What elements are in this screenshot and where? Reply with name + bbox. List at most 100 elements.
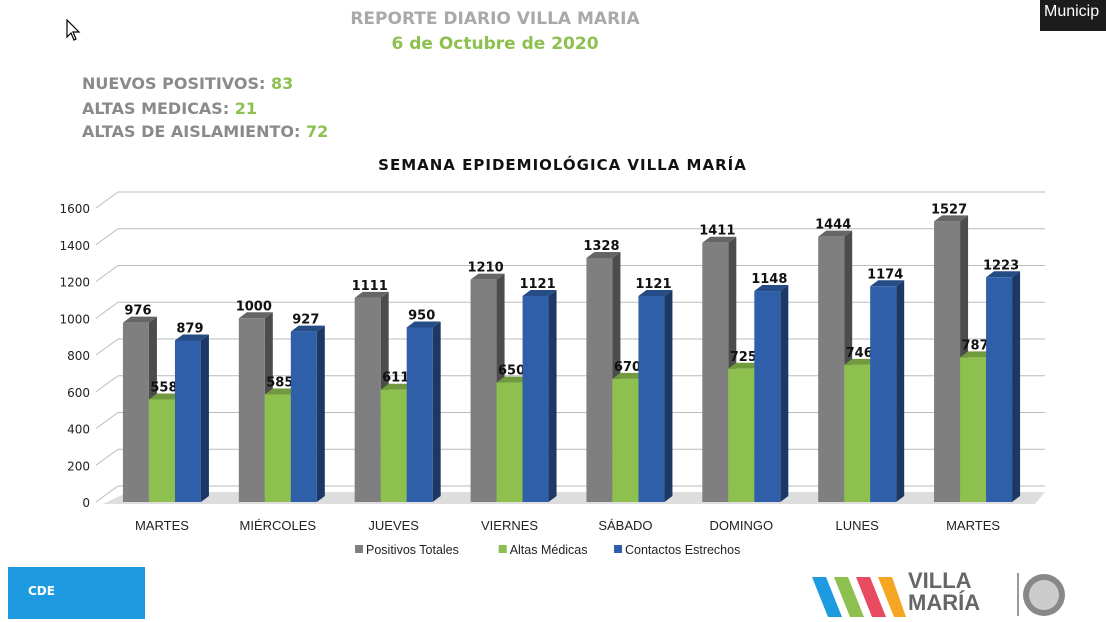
data-label: 927 [292, 313, 319, 328]
bar-contactos-estrechos [986, 277, 1013, 502]
chart-floor [103, 492, 1045, 504]
municipal-seal-icon [1017, 573, 1065, 616]
bar-top [818, 230, 853, 237]
legend-swatch [498, 545, 507, 553]
y-tick-label: 600 [67, 386, 90, 400]
bar-top [638, 290, 673, 297]
mouse-cursor-icon [66, 19, 81, 41]
gridline-side [95, 448, 119, 466]
logo-line: VILLA [908, 568, 972, 593]
bar-top [960, 351, 995, 358]
y-tick-label: 400 [67, 423, 90, 437]
stat-label: NUEVOS POSITIVOS: [82, 74, 266, 93]
data-label: 558 [150, 380, 177, 395]
bar-top [728, 362, 763, 369]
data-label: 650 [498, 364, 525, 379]
data-label: 1121 [635, 277, 671, 292]
y-tick-label: 1400 [59, 239, 90, 253]
bar-altas-medicas [380, 389, 407, 502]
data-label: 1174 [867, 267, 903, 282]
x-category-label: MIÉRCOLES [240, 518, 317, 533]
y-tick-label: 1200 [59, 276, 90, 290]
y-tick-label: 1000 [59, 312, 90, 326]
x-category-label: SÁBADO [598, 518, 652, 533]
bar-top [238, 312, 273, 319]
bar-top [264, 388, 299, 395]
stat-value: 72 [305, 122, 329, 141]
gridline-side [95, 485, 119, 503]
stat-new-positives: NUEVOS POSITIVOS: 83 [82, 74, 293, 93]
bar-side [896, 280, 905, 502]
y-tick-label: 0 [82, 496, 90, 510]
bar-top [934, 215, 969, 222]
x-category-label: JUEVES [368, 518, 419, 533]
bar-altas-medicas [960, 357, 987, 502]
data-label: 611 [382, 371, 409, 386]
logo-line: MARÍA [908, 590, 981, 615]
x-category-label: MARTES [135, 518, 189, 533]
bar-altas-medicas [496, 382, 523, 502]
bar-side [432, 321, 441, 502]
x-category-label: DOMINGO [710, 518, 774, 533]
bar-top [870, 280, 905, 287]
bar-side [780, 285, 789, 502]
data-label: 976 [124, 304, 151, 319]
bar-side [548, 290, 557, 502]
villa-maria-logo-icon [812, 577, 906, 617]
bar-positivos-totales [354, 297, 381, 502]
y-tick-label: 200 [67, 459, 90, 473]
bar-top [522, 290, 557, 297]
chart-title: SEMANA EPIDEMIOLÓGICA VILLA MARÍA [378, 156, 747, 174]
bar-positivos-totales [470, 279, 497, 502]
bar-top [986, 271, 1021, 278]
legend-label: Altas Médicas [510, 543, 588, 557]
x-category-label: VIERNES [481, 518, 538, 533]
bar-contactos-estrechos [522, 296, 549, 502]
bar-contactos-estrechos [638, 296, 665, 502]
bar-contactos-estrechos [174, 340, 201, 502]
bar-positivos-totales [818, 236, 845, 503]
stat-value: 21 [234, 99, 258, 118]
data-label: 725 [730, 350, 757, 365]
data-label: 1121 [519, 277, 555, 292]
y-tick-label: 800 [67, 349, 90, 363]
report-date: 6 de Octubre de 2020 [391, 34, 599, 54]
legend-label: Contactos Estrechos [625, 543, 740, 557]
data-label: 670 [614, 360, 641, 375]
data-label: 1210 [467, 261, 503, 276]
stat-medical-discharges: ALTAS MEDICAS: 21 [82, 99, 257, 118]
bar-contactos-estrechos [870, 286, 897, 502]
legend-swatch [355, 545, 363, 553]
bar-top [354, 291, 389, 298]
data-label: 1148 [751, 272, 787, 287]
data-label: 1444 [815, 218, 851, 233]
bar-altas-medicas [148, 399, 175, 502]
bar-contactos-estrechos [290, 331, 317, 502]
x-category-label: MARTES [946, 518, 1000, 533]
cde-logo-text: CDE [28, 584, 55, 598]
legend-swatch [614, 545, 622, 553]
gridline-side [95, 301, 119, 319]
gridline-side [95, 375, 119, 393]
bar-top [122, 316, 157, 323]
bar-top [380, 383, 415, 390]
bar-side [200, 334, 209, 502]
cde-logo: CDE [8, 567, 145, 619]
bar-side [664, 290, 673, 502]
data-label: 1328 [583, 239, 619, 254]
bar-contactos-estrechos [754, 291, 781, 502]
data-label: 1000 [236, 299, 272, 314]
x-category-label: LUNES [836, 518, 880, 533]
video-participant-label: Municip [1040, 0, 1106, 31]
bar-top [470, 273, 505, 280]
bar-top [612, 372, 647, 379]
bar-top [844, 358, 879, 365]
stat-value: 83 [270, 74, 294, 93]
data-label: 787 [961, 338, 988, 353]
bar-side [1012, 271, 1021, 502]
data-label: 879 [176, 321, 203, 336]
y-tick-label: 1600 [59, 202, 90, 216]
bar-top [496, 376, 531, 383]
villa-maria-logo-text: VILLA MARÍA [908, 570, 980, 614]
